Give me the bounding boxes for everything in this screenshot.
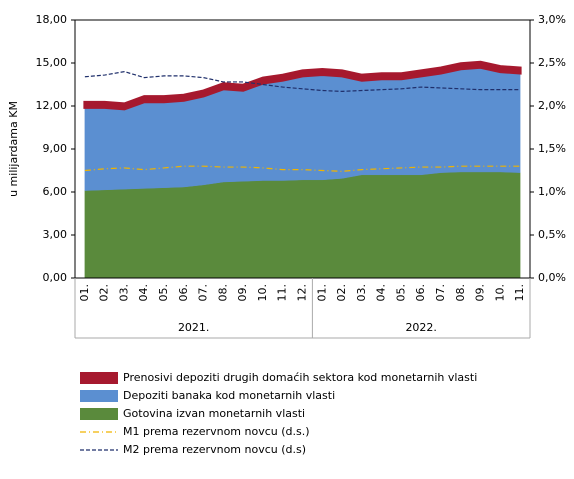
legend-label: Gotovina izvan monetarnih vlasti (123, 407, 305, 420)
y2-tick-label: 2,5% (538, 56, 566, 69)
legend-swatch (80, 372, 118, 384)
x-tick-label: 06. (177, 284, 190, 302)
y2-tick-label: 2,0% (538, 99, 566, 112)
x-tick-label: 08. (454, 284, 467, 302)
y-tick-label: 9,00 (43, 142, 68, 155)
x-tick-label: 11. (276, 284, 289, 302)
x-tick-label: 04. (137, 284, 150, 302)
legend-label: Prenosivi depoziti drugih domaćih sektor… (123, 371, 477, 384)
x-tick-label: 09. (236, 284, 249, 302)
x-tick-label: 10. (256, 284, 269, 302)
x-tick-label: 05. (157, 284, 170, 302)
x-tick-label: 08. (216, 284, 229, 302)
x-tick-label: 10. (493, 284, 506, 302)
y-tick-label: 3,00 (43, 228, 68, 241)
line (84, 70, 521, 92)
area (84, 67, 521, 191)
y2-tick-label: 1,0% (538, 185, 566, 198)
x-tick-label: 01. (78, 284, 91, 302)
x-tick-label: 12. (296, 284, 309, 302)
y2-tick-label: 0,0% (538, 271, 566, 284)
y-tick-label: 15,00 (36, 56, 68, 69)
legend-label: Depoziti banaka kod monetarnih vlasti (123, 389, 335, 402)
y2-tick-label: 3,0% (538, 13, 566, 26)
y2-tick-label: 1,5% (538, 142, 566, 155)
x-tick-label: 09. (474, 284, 487, 302)
x-tick-label: 01. (315, 284, 328, 302)
legend-label: M2 prema rezervnom novcu (d.s) (123, 443, 306, 456)
group-label: 2021. (178, 321, 210, 334)
x-tick-label: 06. (414, 284, 427, 302)
legend-label: M1 prema rezervnom novcu (d.s.) (123, 425, 310, 438)
x-tick-label: 05. (394, 284, 407, 302)
y-axis-label: u milijardama KM (7, 101, 20, 197)
area (83, 60, 522, 111)
x-tick-label: 03. (117, 284, 130, 302)
x-tick-label: 02. (98, 284, 111, 302)
legend-swatch (80, 390, 118, 402)
x-tick-label: 03. (355, 284, 368, 302)
y-tick-label: 18,00 (36, 13, 68, 26)
y-tick-label: 0,00 (43, 271, 68, 284)
x-tick-label: 11. (513, 284, 526, 302)
y-tick-label: 12,00 (36, 99, 68, 112)
y2-tick-label: 0,5% (538, 228, 566, 241)
x-tick-label: 04. (375, 284, 388, 302)
group-label: 2022. (405, 321, 437, 334)
legend-swatch (80, 408, 118, 420)
x-tick-label: 02. (335, 284, 348, 302)
x-tick-label: 07. (434, 284, 447, 302)
y-tick-label: 6,00 (43, 185, 68, 198)
x-tick-label: 07. (197, 284, 210, 302)
